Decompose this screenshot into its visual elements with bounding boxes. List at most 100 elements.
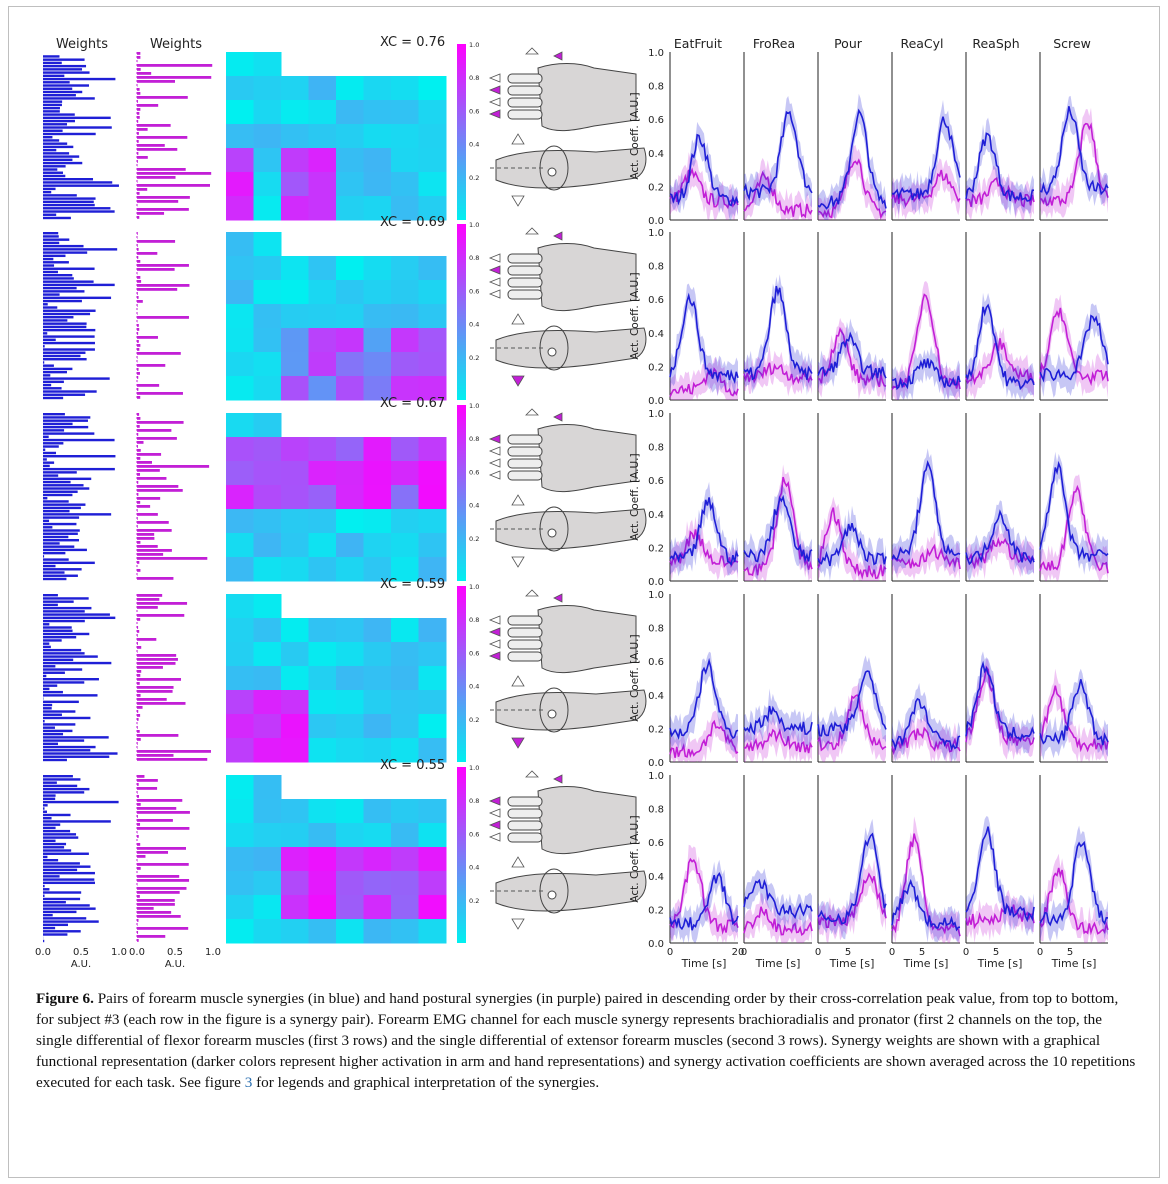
muscle-weight-bar bbox=[43, 383, 52, 387]
muscle-weight-bar bbox=[43, 681, 85, 684]
synergy-heatmap-cell bbox=[226, 352, 254, 377]
muscle-weight-bar bbox=[43, 606, 92, 610]
muscle-weight-bar bbox=[43, 645, 51, 649]
synergy-heatmap-cell bbox=[308, 871, 337, 896]
activation-mean-line bbox=[817, 523, 887, 567]
synergy-heatmap-cell bbox=[418, 124, 447, 149]
synergy-heatmap-cell bbox=[253, 124, 282, 149]
muscle-weight-bar bbox=[43, 235, 59, 238]
synergy-heatmap-cell bbox=[363, 352, 392, 377]
muscle-weight-bar bbox=[43, 432, 95, 435]
synergy-heatmap-cell bbox=[308, 76, 337, 101]
weights-xtick: 1.0 bbox=[205, 947, 221, 958]
posture-weight-bar bbox=[137, 445, 138, 448]
muscle-weight-bar bbox=[43, 600, 74, 603]
synergy-heatmap-cell bbox=[336, 124, 364, 149]
muscle-weight-bar bbox=[43, 74, 65, 78]
posture-weight-bar bbox=[137, 553, 164, 556]
posture-weight-bar bbox=[137, 602, 188, 605]
muscle-weight-bar bbox=[43, 413, 65, 416]
hand-outline bbox=[537, 786, 637, 855]
synergy-heatmap-cell bbox=[226, 738, 254, 763]
muscle-weight-bar bbox=[43, 897, 81, 901]
posture-weight-bar bbox=[137, 372, 140, 375]
muscle-weight-bar bbox=[43, 390, 97, 393]
muscle-weight-bar bbox=[43, 116, 111, 120]
finger-arrow-icon bbox=[488, 832, 501, 842]
posture-weight-bar bbox=[137, 296, 139, 299]
synergy-heatmap-cell bbox=[281, 557, 309, 582]
caption-figure-link[interactable]: 3 bbox=[244, 1074, 253, 1091]
muscle-weight-bar bbox=[43, 152, 70, 155]
synergy-heatmap-cell bbox=[391, 280, 419, 305]
posture-weight-bar bbox=[137, 429, 172, 432]
posture-weight-bar bbox=[137, 863, 189, 866]
muscle-weight-bar bbox=[43, 377, 110, 380]
muscle-weight-bar bbox=[43, 930, 81, 933]
synergy-heatmap-cell bbox=[336, 256, 364, 281]
muscle-weight-bar bbox=[43, 881, 95, 885]
posture-weight-bar bbox=[137, 493, 139, 496]
activation-mean-line bbox=[743, 170, 813, 219]
synergy-heatmap-cell bbox=[308, 256, 337, 281]
activation-ytick: 0.2 bbox=[648, 182, 664, 193]
activation-std-band bbox=[1040, 825, 1108, 942]
muscle-weight-bar bbox=[43, 139, 60, 142]
muscle-weight-bar bbox=[43, 842, 67, 846]
muscle-weight-bar bbox=[43, 526, 53, 529]
muscle-weight-bar bbox=[43, 71, 90, 74]
muscle-weight-bar bbox=[43, 888, 50, 891]
posture-weight-bar bbox=[137, 352, 181, 355]
posture-weight-bar bbox=[137, 244, 138, 247]
muscle-weight-bar bbox=[43, 778, 81, 781]
muscle-weight-bar bbox=[43, 723, 76, 726]
synergy-heatmap-cell bbox=[226, 124, 254, 149]
synergy-heatmap-cell bbox=[391, 352, 419, 377]
synergy-heatmap-cell bbox=[226, 196, 254, 221]
synergy-heatmap-cell bbox=[391, 690, 419, 715]
synergy-heatmap-cell bbox=[336, 280, 364, 305]
xc-value-row-4: XC = 0.59 bbox=[380, 577, 445, 592]
muscle-weight-bar bbox=[43, 123, 68, 126]
synergy-heatmap-cell bbox=[226, 919, 254, 944]
posture-weight-bar bbox=[137, 100, 138, 103]
posture-weight-bar bbox=[137, 300, 143, 303]
muscle-weight-bar bbox=[43, 416, 91, 419]
muscle-weight-bar bbox=[43, 194, 77, 197]
muscle-weight-bar bbox=[43, 884, 45, 888]
posture-weight-bar bbox=[137, 284, 190, 287]
activation-std-band bbox=[1040, 294, 1108, 399]
synergy-heatmap-cell bbox=[308, 666, 337, 691]
posture-weight-bar bbox=[137, 614, 185, 617]
synergy-heatmap-cell bbox=[281, 304, 309, 329]
muscle-weight-bar bbox=[43, 865, 91, 868]
muscle-weight-bar bbox=[43, 335, 95, 338]
posture-weight-bar bbox=[137, 304, 138, 307]
finger-shape bbox=[507, 446, 543, 457]
muscle-weight-bar bbox=[43, 165, 66, 168]
synergy-heatmap-cell bbox=[418, 533, 447, 558]
posture-weight-bar bbox=[137, 686, 174, 689]
task-title-pour: Pour bbox=[834, 36, 863, 51]
finger-shape bbox=[507, 639, 543, 650]
synergy-heatmap-cell bbox=[363, 666, 392, 691]
muscle-weight-bar bbox=[43, 623, 50, 626]
muscle-weight-bar bbox=[43, 190, 52, 194]
activation-mean-line bbox=[1039, 122, 1109, 208]
elbow-arrow-icon bbox=[511, 856, 525, 868]
synergy-heatmap-cell bbox=[418, 738, 447, 763]
muscle-weight-bar bbox=[43, 894, 45, 897]
synergy-heatmap-cell bbox=[336, 172, 364, 197]
muscle-weight-bar bbox=[43, 261, 69, 264]
activation-ytick: 0.4 bbox=[648, 691, 664, 702]
synergy-heatmap-cell bbox=[253, 148, 282, 173]
synergy-heatmap-cell bbox=[363, 124, 392, 149]
synergy-heatmap-cell bbox=[308, 690, 337, 715]
muscle-weight-bar bbox=[43, 283, 115, 287]
synergy-heatmap-cell bbox=[363, 919, 392, 944]
synergy-heatmap-cell bbox=[253, 666, 282, 691]
activation-mean-line bbox=[743, 705, 813, 736]
muscle-weight-bar bbox=[43, 325, 87, 329]
weights-axis-unit: A.U. bbox=[71, 959, 91, 970]
posture-weight-bar bbox=[137, 489, 183, 492]
